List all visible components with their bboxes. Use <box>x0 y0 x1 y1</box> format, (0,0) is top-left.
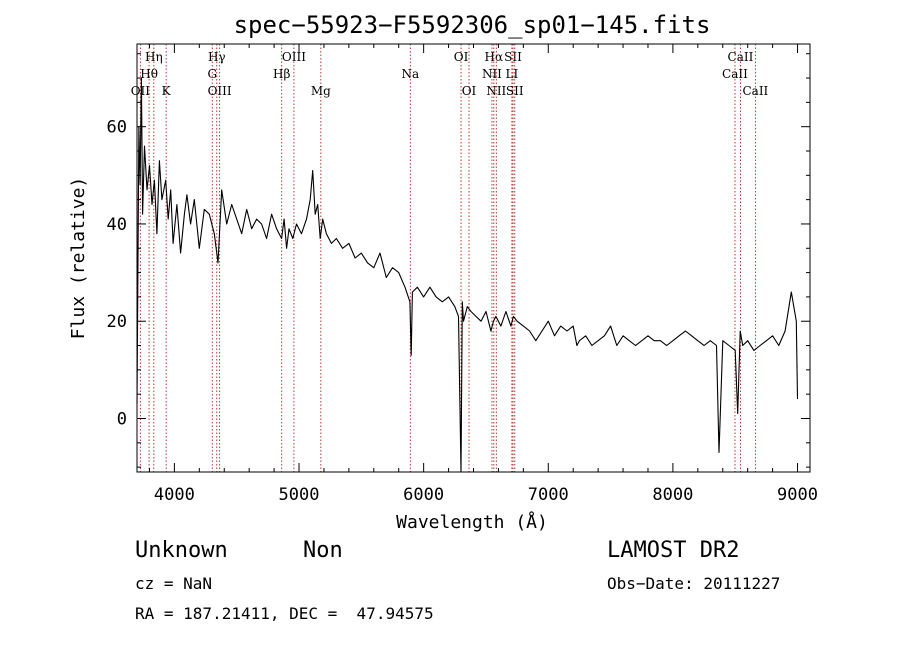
spectrum-series <box>136 77 799 473</box>
x-tick-label: 7000 <box>528 485 569 505</box>
axis-ticks: 4000 5000 6000 7000 8000 9000 0 20 40 60 <box>107 44 818 505</box>
y-axis-label: Flux (relative) <box>68 177 89 340</box>
line-marker-label: OIII <box>208 84 232 98</box>
line-marker-label: G <box>207 67 217 81</box>
line-marker-label: OII <box>131 84 151 98</box>
line-marker-label: NII <box>486 84 506 98</box>
x-tick-label: 9000 <box>777 485 818 505</box>
line-marker-label: CaII <box>722 67 748 81</box>
class-label: Unknown <box>135 538 228 563</box>
line-marker-label: Hθ <box>140 67 158 81</box>
x-tick-label: 6000 <box>403 485 444 505</box>
emission-line-markers: OIIHηHθKHγGOIIIOIIIHβMgNaOIOIHαNIINIISII… <box>131 44 769 472</box>
line-marker-label: NII <box>482 67 502 81</box>
line-marker-label: Na <box>401 67 419 81</box>
y-tick-label: 40 <box>107 215 127 235</box>
line-marker-label: OIII <box>282 50 306 64</box>
obs-date-label: Obs−Date: 20111227 <box>607 574 781 593</box>
line-marker-label: Hα <box>485 50 504 64</box>
x-tick-label: 5000 <box>279 485 320 505</box>
x-tick-label: 4000 <box>154 485 195 505</box>
line-marker-label: OI <box>454 50 469 64</box>
chart-title: spec−55923−F5592306_sp01−145.fits <box>234 11 711 39</box>
subclass-label: Non <box>303 538 343 563</box>
line-marker-label: K <box>162 84 172 98</box>
redshift-label: cz = NaN <box>135 574 213 593</box>
x-axis-label: Wavelength (Å) <box>396 511 548 533</box>
plot-frame <box>136 43 811 473</box>
line-marker-label: Hη <box>145 50 163 64</box>
line-marker-label: Hβ <box>273 67 290 81</box>
line-marker-label: OI <box>462 84 477 98</box>
line-marker-label: CaII <box>728 50 754 64</box>
line-marker-label: Mg <box>311 84 331 98</box>
line-marker-label: Hγ <box>208 50 226 64</box>
line-marker-label: SII <box>506 84 524 98</box>
line-marker-label: LI <box>506 67 519 81</box>
line-marker-label: CaII <box>742 84 768 98</box>
survey-label: LAMOST DR2 <box>607 538 740 563</box>
y-tick-label: 20 <box>107 312 127 332</box>
x-tick-label: 8000 <box>652 485 693 505</box>
y-tick-label: 60 <box>107 118 127 138</box>
y-tick-label: 0 <box>117 410 127 430</box>
coordinates-label: RA = 187.21411, DEC = 47.94575 <box>135 604 434 623</box>
spectrum-line <box>136 77 799 473</box>
line-marker-label: SII <box>504 50 522 64</box>
